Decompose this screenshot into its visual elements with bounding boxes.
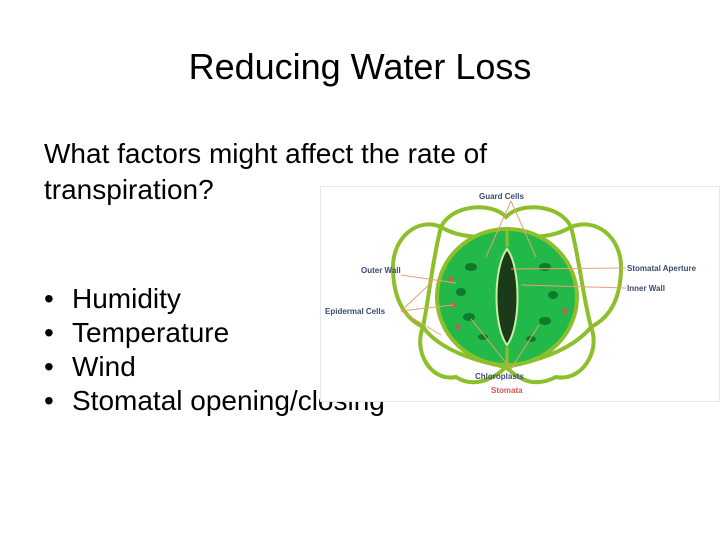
chloroplast xyxy=(539,263,551,271)
chloroplast xyxy=(526,336,536,342)
leader-line xyxy=(510,267,627,270)
bullet-icon: • xyxy=(44,385,54,416)
chloroplast xyxy=(463,313,475,321)
list-item: • Humidity xyxy=(44,282,385,316)
stomata-diagram: Guard Cells Outer Wall Epidermal Cells S… xyxy=(320,186,720,402)
epidermal-cell xyxy=(568,222,624,330)
marker-dot xyxy=(448,276,454,282)
slide-title: Reducing Water Loss xyxy=(188,46,532,87)
chloroplast xyxy=(478,334,488,340)
chloroplast xyxy=(539,317,551,325)
label-guard-cells: Guard Cells xyxy=(479,192,524,201)
list-item-text: Temperature xyxy=(72,317,230,348)
list-item: • Wind xyxy=(44,350,385,384)
leader-line xyxy=(400,280,434,312)
marker-dot xyxy=(562,308,568,314)
bullet-icon: • xyxy=(44,351,54,382)
leader-line xyxy=(400,310,442,336)
chloroplasts-group xyxy=(456,263,558,342)
bullet-icon: • xyxy=(44,283,54,314)
leader-line xyxy=(470,318,512,370)
leader-line xyxy=(485,200,512,258)
leader-lines-group xyxy=(400,200,627,370)
list-item-text: Wind xyxy=(72,351,136,382)
guard-cells-group xyxy=(435,227,579,367)
label-epidermal-cells: Epidermal Cells xyxy=(325,307,386,316)
leader-line xyxy=(400,304,454,312)
label-stomatal-aperture: Stomatal Aperture xyxy=(627,264,697,273)
chloroplast xyxy=(465,263,477,271)
question-text: What factors might affect the rate of tr… xyxy=(44,136,604,208)
leader-line xyxy=(510,324,540,370)
stomata-diagram-svg: Guard Cells Outer Wall Epidermal Cells S… xyxy=(325,192,697,395)
stomatal-aperture xyxy=(495,247,519,347)
list-item: • Temperature xyxy=(44,316,385,350)
list-item-text: Humidity xyxy=(72,283,181,314)
epidermal-cell xyxy=(390,222,444,330)
marker-dots-group xyxy=(448,276,568,330)
leader-line xyxy=(400,274,457,284)
epidermal-cell xyxy=(501,323,596,385)
question-line-2: transpiration? xyxy=(44,174,214,205)
leader-line xyxy=(510,200,537,258)
label-inner-wall: Inner Wall xyxy=(627,284,665,293)
question-line-1: What factors might affect the rate of xyxy=(44,138,488,169)
label-stomata: Stomata xyxy=(491,386,523,395)
chloroplast xyxy=(548,291,558,299)
factor-list: • Humidity • Temperature • Wind • Stomat… xyxy=(44,282,385,418)
epidermal-cell xyxy=(418,322,511,385)
marker-dot xyxy=(455,324,461,330)
label-outer-wall: Outer Wall xyxy=(361,266,401,275)
leader-line xyxy=(520,284,627,289)
chloroplast xyxy=(456,288,466,296)
bullet-icon: • xyxy=(44,317,54,348)
label-chloroplasts: Chloroplasts xyxy=(475,372,524,381)
